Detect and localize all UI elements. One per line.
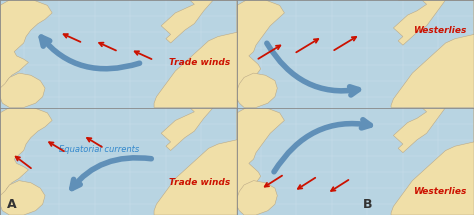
Polygon shape [0, 108, 52, 204]
Polygon shape [154, 0, 237, 108]
Polygon shape [0, 73, 45, 108]
Text: Westerlies: Westerlies [413, 187, 467, 196]
Text: Equatorial currents: Equatorial currents [59, 145, 140, 154]
Polygon shape [154, 108, 237, 215]
Polygon shape [391, 108, 474, 215]
Polygon shape [237, 108, 284, 210]
Polygon shape [237, 0, 284, 102]
Text: A: A [7, 198, 17, 211]
Text: Trade winds: Trade winds [169, 178, 230, 187]
Polygon shape [0, 181, 45, 215]
Text: Westerlies: Westerlies [413, 26, 467, 35]
Polygon shape [0, 0, 52, 97]
Polygon shape [237, 181, 277, 215]
Polygon shape [391, 0, 474, 108]
Text: B: B [363, 198, 372, 211]
Polygon shape [237, 73, 277, 108]
Text: Trade winds: Trade winds [169, 58, 230, 67]
